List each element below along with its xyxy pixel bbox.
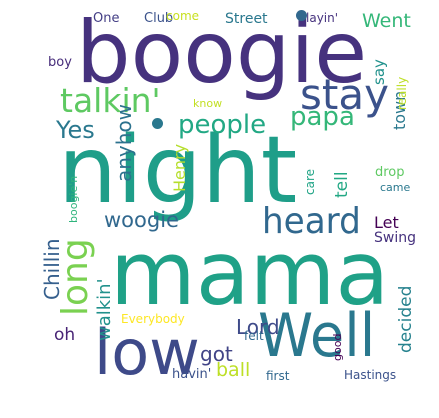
word-anyhow: anyhow	[112, 103, 136, 182]
word-know: know	[193, 97, 223, 110]
word-oh: oh	[54, 325, 76, 345]
word-talkin: talkin'	[60, 81, 161, 120]
word-come: come	[166, 9, 200, 23]
word-first: first	[266, 369, 290, 383]
word-got: got	[200, 342, 233, 366]
word-everybody: Everybody	[121, 312, 185, 326]
word-heard: heard	[262, 201, 361, 242]
word-one: One	[93, 11, 120, 26]
word-drop: drop	[375, 165, 405, 180]
word-tell: tell	[332, 171, 352, 198]
word-club: Club	[144, 11, 174, 26]
word-papa: papa	[290, 102, 355, 132]
word-mama: mama	[110, 222, 390, 325]
word-yes: Yes	[56, 116, 95, 144]
word-let: Let	[374, 213, 399, 232]
word-woogie: woogie	[104, 208, 179, 232]
word-boogien: boogie'n	[67, 175, 80, 223]
dot-mark	[152, 118, 163, 129]
word-swing: Swing	[374, 230, 416, 246]
word-care: care	[303, 168, 317, 195]
word-havin: havin'	[172, 367, 212, 382]
word-hastings: Hastings	[344, 368, 397, 382]
word-lord: Lord	[236, 315, 280, 339]
word-ball: ball	[216, 359, 251, 381]
word-night: night	[58, 116, 298, 224]
word-felt: felt	[244, 329, 264, 343]
word-say: say	[370, 59, 388, 85]
word-boy: boy	[48, 55, 72, 70]
word-henry: Henry	[170, 143, 189, 192]
word-layin: layin'	[306, 11, 339, 25]
word-street: Street	[225, 11, 268, 27]
word-boogie: boogie	[76, 3, 368, 103]
word-went: Went	[362, 10, 411, 32]
word-stay: stay	[300, 70, 389, 119]
word-came: came	[380, 181, 411, 194]
word-really: really	[395, 76, 409, 110]
word-well: Well	[258, 301, 376, 371]
dot-mark	[296, 10, 307, 21]
word-chillin: Chillin	[40, 238, 64, 300]
word-people: people	[178, 110, 267, 140]
word-good: good	[331, 333, 344, 361]
word-decided: decided	[396, 285, 416, 353]
word-walkin: walkin'	[94, 278, 115, 341]
word-low: low	[94, 316, 200, 389]
